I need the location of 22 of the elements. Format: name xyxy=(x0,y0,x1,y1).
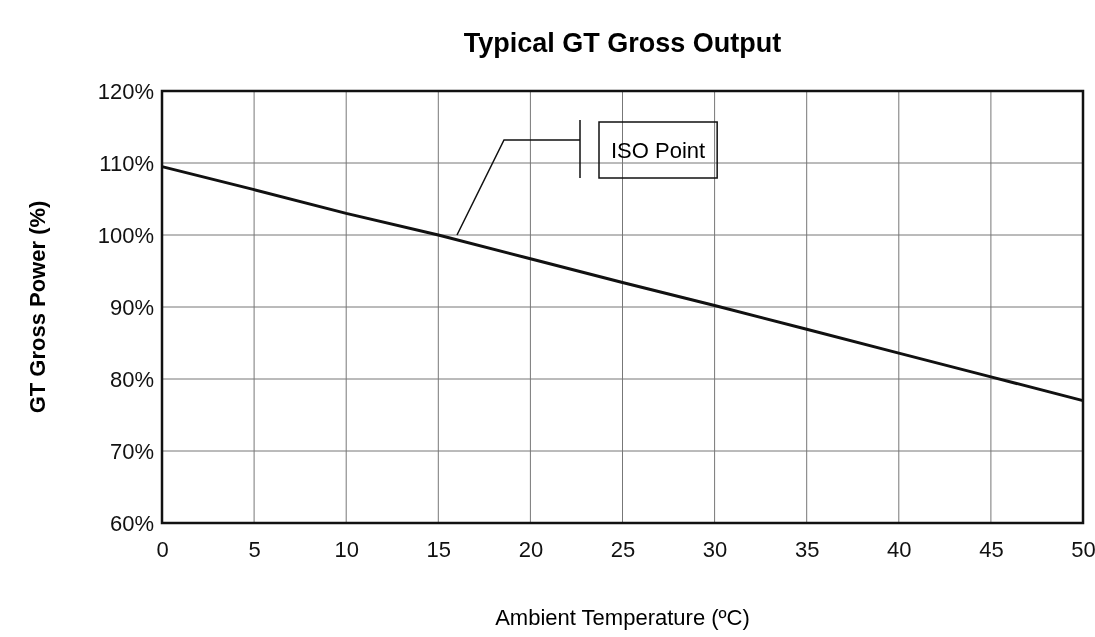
x-tick-label: 35 xyxy=(794,536,820,562)
y-tick-label: 70% xyxy=(109,438,154,464)
x-tick-label: 50 xyxy=(1071,536,1095,562)
y-tick-label: 120% xyxy=(97,78,154,104)
x-tick-label: 15 xyxy=(426,536,452,562)
x-tick-label: 30 xyxy=(702,536,728,562)
x-tick-label: 10 xyxy=(334,536,359,562)
annotation: ISO Point xyxy=(611,138,706,163)
y-axis-title: GT Gross Power (%) xyxy=(25,200,50,414)
x-tick-label: 20 xyxy=(518,536,544,562)
chart-title: Typical GT Gross Output xyxy=(463,28,782,58)
x-tick-label: 25 xyxy=(610,536,636,562)
x-tick-label: 5 xyxy=(248,536,261,562)
y-tick-label: 90% xyxy=(109,294,154,320)
y-tick-label: 60% xyxy=(109,510,154,536)
y-tick-label: 100% xyxy=(97,222,154,248)
y-tick-label: 80% xyxy=(109,366,154,392)
x-axis-title: Ambient Temperature (ºC) xyxy=(495,605,750,630)
x-tick-label: 40 xyxy=(887,536,912,562)
y-tick-label: 110% xyxy=(99,150,154,176)
x-tick-label: 45 xyxy=(979,536,1004,562)
x-tick-label: 0 xyxy=(156,536,169,562)
